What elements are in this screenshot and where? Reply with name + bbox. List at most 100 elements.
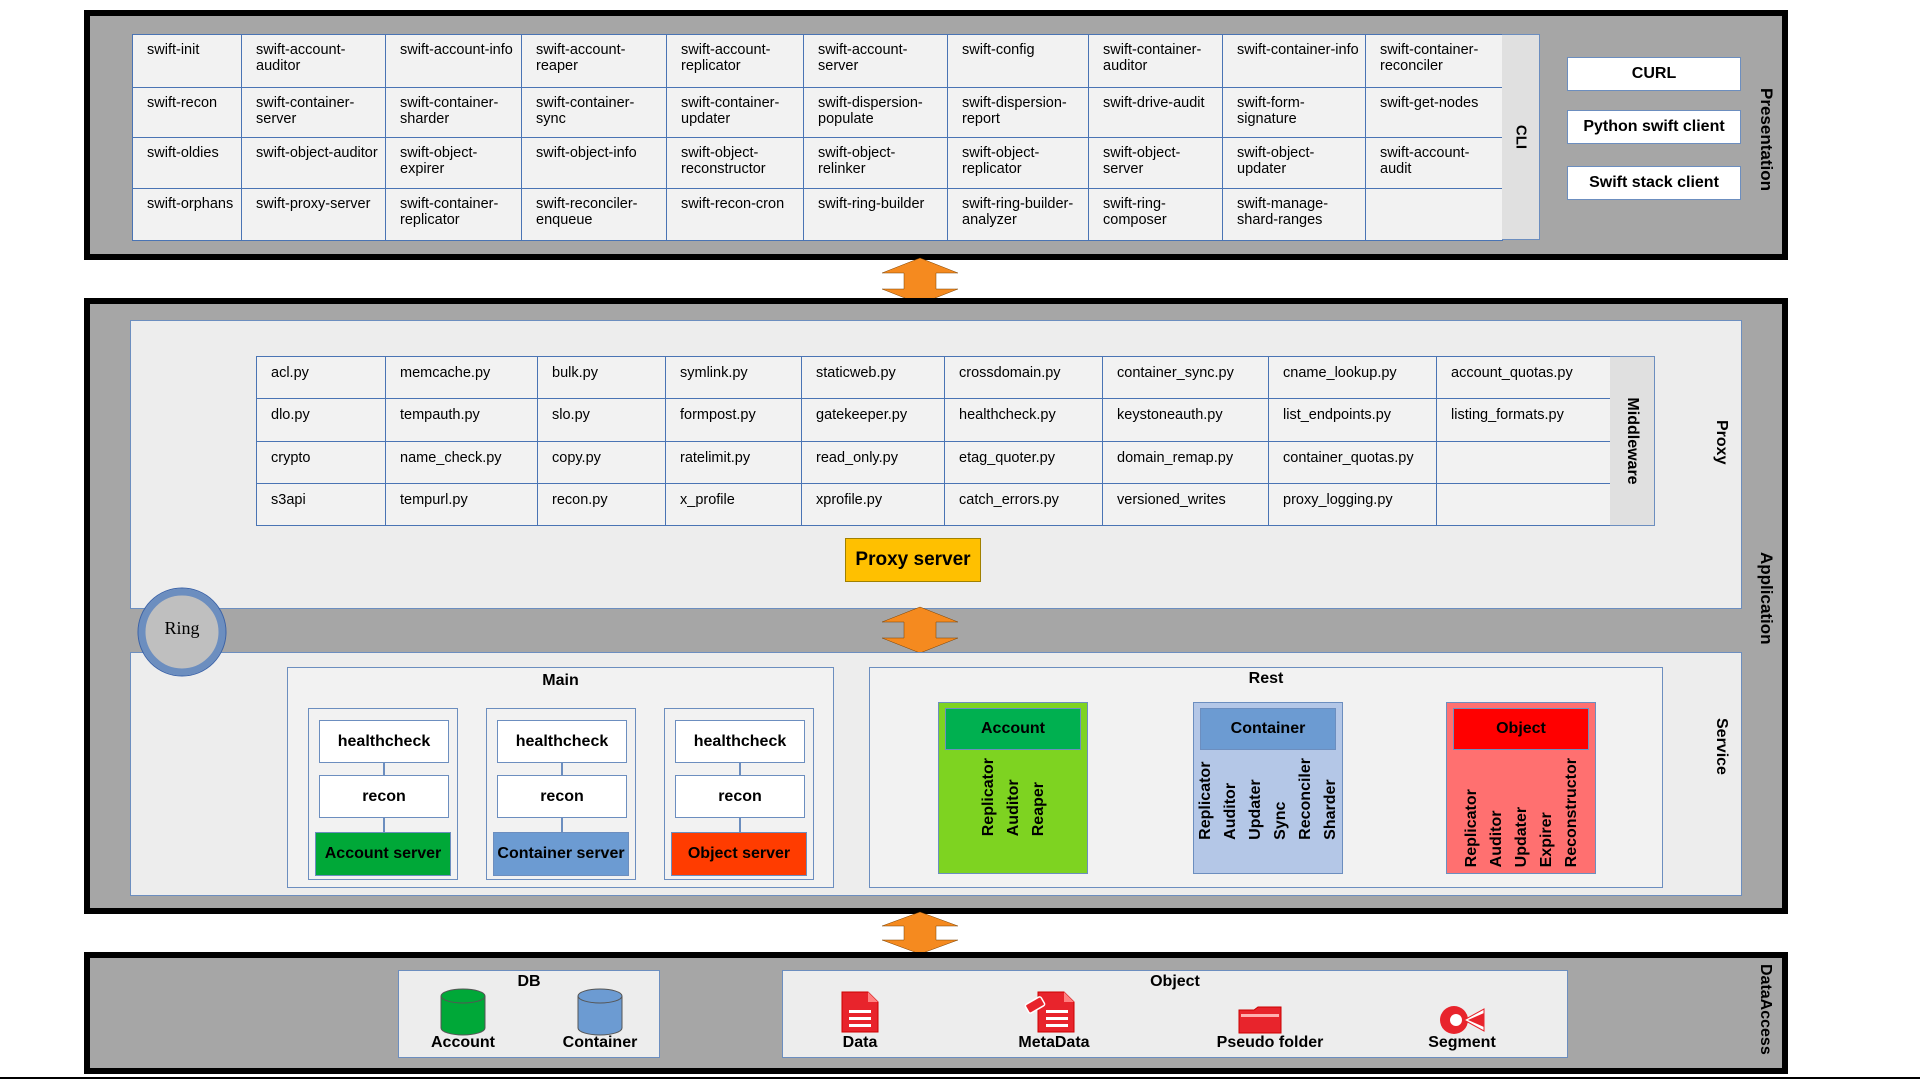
middleware-cell xyxy=(1436,440,1611,484)
middleware-cell: recon.py xyxy=(537,482,666,527)
cli-command-cell: swift-account-reaper xyxy=(521,34,667,88)
container-rest-header: Container xyxy=(1200,708,1336,750)
object-storage-title: Object xyxy=(1150,973,1200,990)
cli-command-cell: swift-get-nodes xyxy=(1365,87,1503,138)
cli-command-cell: swift-object-server xyxy=(1088,137,1223,189)
middleware-cell: list_endpoints.py xyxy=(1268,398,1437,442)
container-db-label: Container xyxy=(562,1034,638,1051)
account-server-box: Account server xyxy=(315,832,451,876)
cli-command-cell: swift-container-sharder xyxy=(385,87,522,138)
rest-process-item: Auditor xyxy=(1487,810,1505,868)
middleware-cell: tempurl.py xyxy=(385,482,538,527)
cli-command-cell: swift-container-reconciler xyxy=(1365,34,1503,88)
cli-command-cell: swift-object-updater xyxy=(1222,137,1366,189)
dataaccess-label: DataAccess xyxy=(1757,964,1774,1055)
rest-process-item: Replicator xyxy=(1197,761,1214,840)
cli-command-cell: swift-object-auditor xyxy=(241,137,386,189)
cli-command-cell: swift-object-info xyxy=(521,137,667,189)
healthcheck-box: healthcheck xyxy=(497,720,627,763)
container-db-icon xyxy=(577,988,623,1036)
middleware-cell: catch_errors.py xyxy=(944,482,1103,527)
healthcheck-box: healthcheck xyxy=(319,720,449,763)
middleware-cell: versioned_writes xyxy=(1102,482,1269,527)
cli-command-cell: swift-container-updater xyxy=(666,87,804,138)
ring-icon xyxy=(137,587,227,677)
cli-side-label: CLI xyxy=(1502,34,1540,240)
middleware-cell: ratelimit.py xyxy=(665,440,802,484)
middleware-cell: proxy_logging.py xyxy=(1268,482,1437,527)
rest-process-item: Auditor xyxy=(1222,782,1239,840)
cli-command-cell: swift-reconciler-enqueue xyxy=(521,188,667,241)
cli-command-cell: swift-dispersion-populate xyxy=(803,87,948,138)
cli-command-cell: swift-manage-shard-ranges xyxy=(1222,188,1366,241)
object-server-box: Object server xyxy=(671,832,807,876)
cli-command-cell: swift-account-info xyxy=(385,34,522,88)
cli-command-cell: swift-oldies xyxy=(132,137,242,189)
cli-command-cell: swift-dispersion-report xyxy=(947,87,1089,138)
cli-command-cell: swift-ring-builder-analyzer xyxy=(947,188,1089,241)
rest-process-item: Reconciler xyxy=(1297,758,1314,840)
middleware-cell: container_sync.py xyxy=(1102,355,1269,400)
object-storage-group xyxy=(782,970,1568,1058)
rest-process-item: Updater xyxy=(1512,806,1530,868)
cli-command-cell: swift-container-server xyxy=(241,87,386,138)
cli-commands-table: swift-init swift-account-auditor swift-acc… xyxy=(132,34,1503,241)
middleware-cell: account_quotas.py xyxy=(1436,355,1611,400)
cli-row: swift-oldies swift-object-auditor swift-ob… xyxy=(132,137,1503,189)
cli-row: swift-orphans swift-proxy-server swift-con… xyxy=(132,188,1503,241)
middleware-row: dlo.py tempauth.py slo.py formpost.py gateke… xyxy=(256,398,1611,442)
application-label: Application xyxy=(1757,552,1776,645)
middleware-cell: x_profile xyxy=(665,482,802,527)
main-title: Main xyxy=(542,672,579,689)
middleware-cell: symlink.py xyxy=(665,355,802,400)
presentation-label: Presentation xyxy=(1757,88,1776,191)
cli-command-cell: swift-recon-cron xyxy=(666,188,804,241)
object-rest-process-list: Replicator Auditor Updater Expirer Reconstru… xyxy=(1461,758,1582,867)
cli-command-cell xyxy=(1365,188,1503,241)
client-python-swift-client: Python swift client xyxy=(1567,110,1741,144)
healthcheck-box: healthcheck xyxy=(675,720,805,763)
segment-label: Segment xyxy=(1428,1034,1496,1051)
middleware-row: crypto name_check.py copy.py ratelimit.py re… xyxy=(256,440,1611,484)
cli-command-cell: swift-account-auditor xyxy=(241,34,386,88)
middleware-cell: etag_quoter.py xyxy=(944,440,1103,484)
cli-command-cell: swift-object-expirer xyxy=(385,137,522,189)
middleware-cell: slo.py xyxy=(537,398,666,442)
middleware-cell: bulk.py xyxy=(537,355,666,400)
middleware-cell: crypto xyxy=(256,440,386,484)
middleware-cell: acl.py xyxy=(256,355,386,400)
segment-icon xyxy=(1440,1006,1485,1034)
data-label: Data xyxy=(842,1034,878,1051)
rest-process-item: Replicator xyxy=(979,758,997,837)
middleware-cell: formpost.py xyxy=(665,398,802,442)
middleware-cell: tempauth.py xyxy=(385,398,538,442)
cli-row: swift-init swift-account-auditor swift-acc… xyxy=(132,34,1503,88)
cli-command-cell: swift-account-server xyxy=(803,34,948,88)
cli-command-cell: swift-container-info xyxy=(1222,34,1366,88)
middleware-cell: copy.py xyxy=(537,440,666,484)
middleware-cell: staticweb.py xyxy=(801,355,945,400)
middleware-cell: listing_formats.py xyxy=(1436,398,1611,442)
middleware-cell: name_check.py xyxy=(385,440,538,484)
cli-command-cell: swift-object-replicator xyxy=(947,137,1089,189)
account-rest-process-list: Replicator Auditor Reaper xyxy=(978,758,1049,836)
cli-command-cell: swift-account-replicator xyxy=(666,34,804,88)
rest-process-item: Sync xyxy=(1272,801,1289,840)
proxy-server-box: Proxy server xyxy=(845,538,981,582)
recon-box: recon xyxy=(497,775,627,818)
cli-command-cell: swift-ring-builder xyxy=(803,188,948,241)
ring-label: Ring xyxy=(164,618,200,638)
metadata-file-icon xyxy=(1024,991,1075,1033)
client-curl: CURL xyxy=(1567,57,1741,91)
cli-command-cell: swift-ring-composer xyxy=(1088,188,1223,241)
rest-process-item: Updater xyxy=(1247,779,1264,840)
middleware-table: acl.py memcache.py bulk.py symlink.py static… xyxy=(256,355,1611,527)
cli-command-cell: swift-object-relinker xyxy=(803,137,948,189)
cli-command-cell: swift-container-auditor xyxy=(1088,34,1223,88)
proxy-service-arrow xyxy=(881,606,959,654)
middleware-cell: xprofile.py xyxy=(801,482,945,527)
client-swift-stack-client: Swift stack client xyxy=(1567,166,1741,200)
account-rest-header: Account xyxy=(945,708,1081,750)
cli-command-cell: swift-config xyxy=(947,34,1089,88)
rest-process-item: Reaper xyxy=(1029,782,1047,837)
